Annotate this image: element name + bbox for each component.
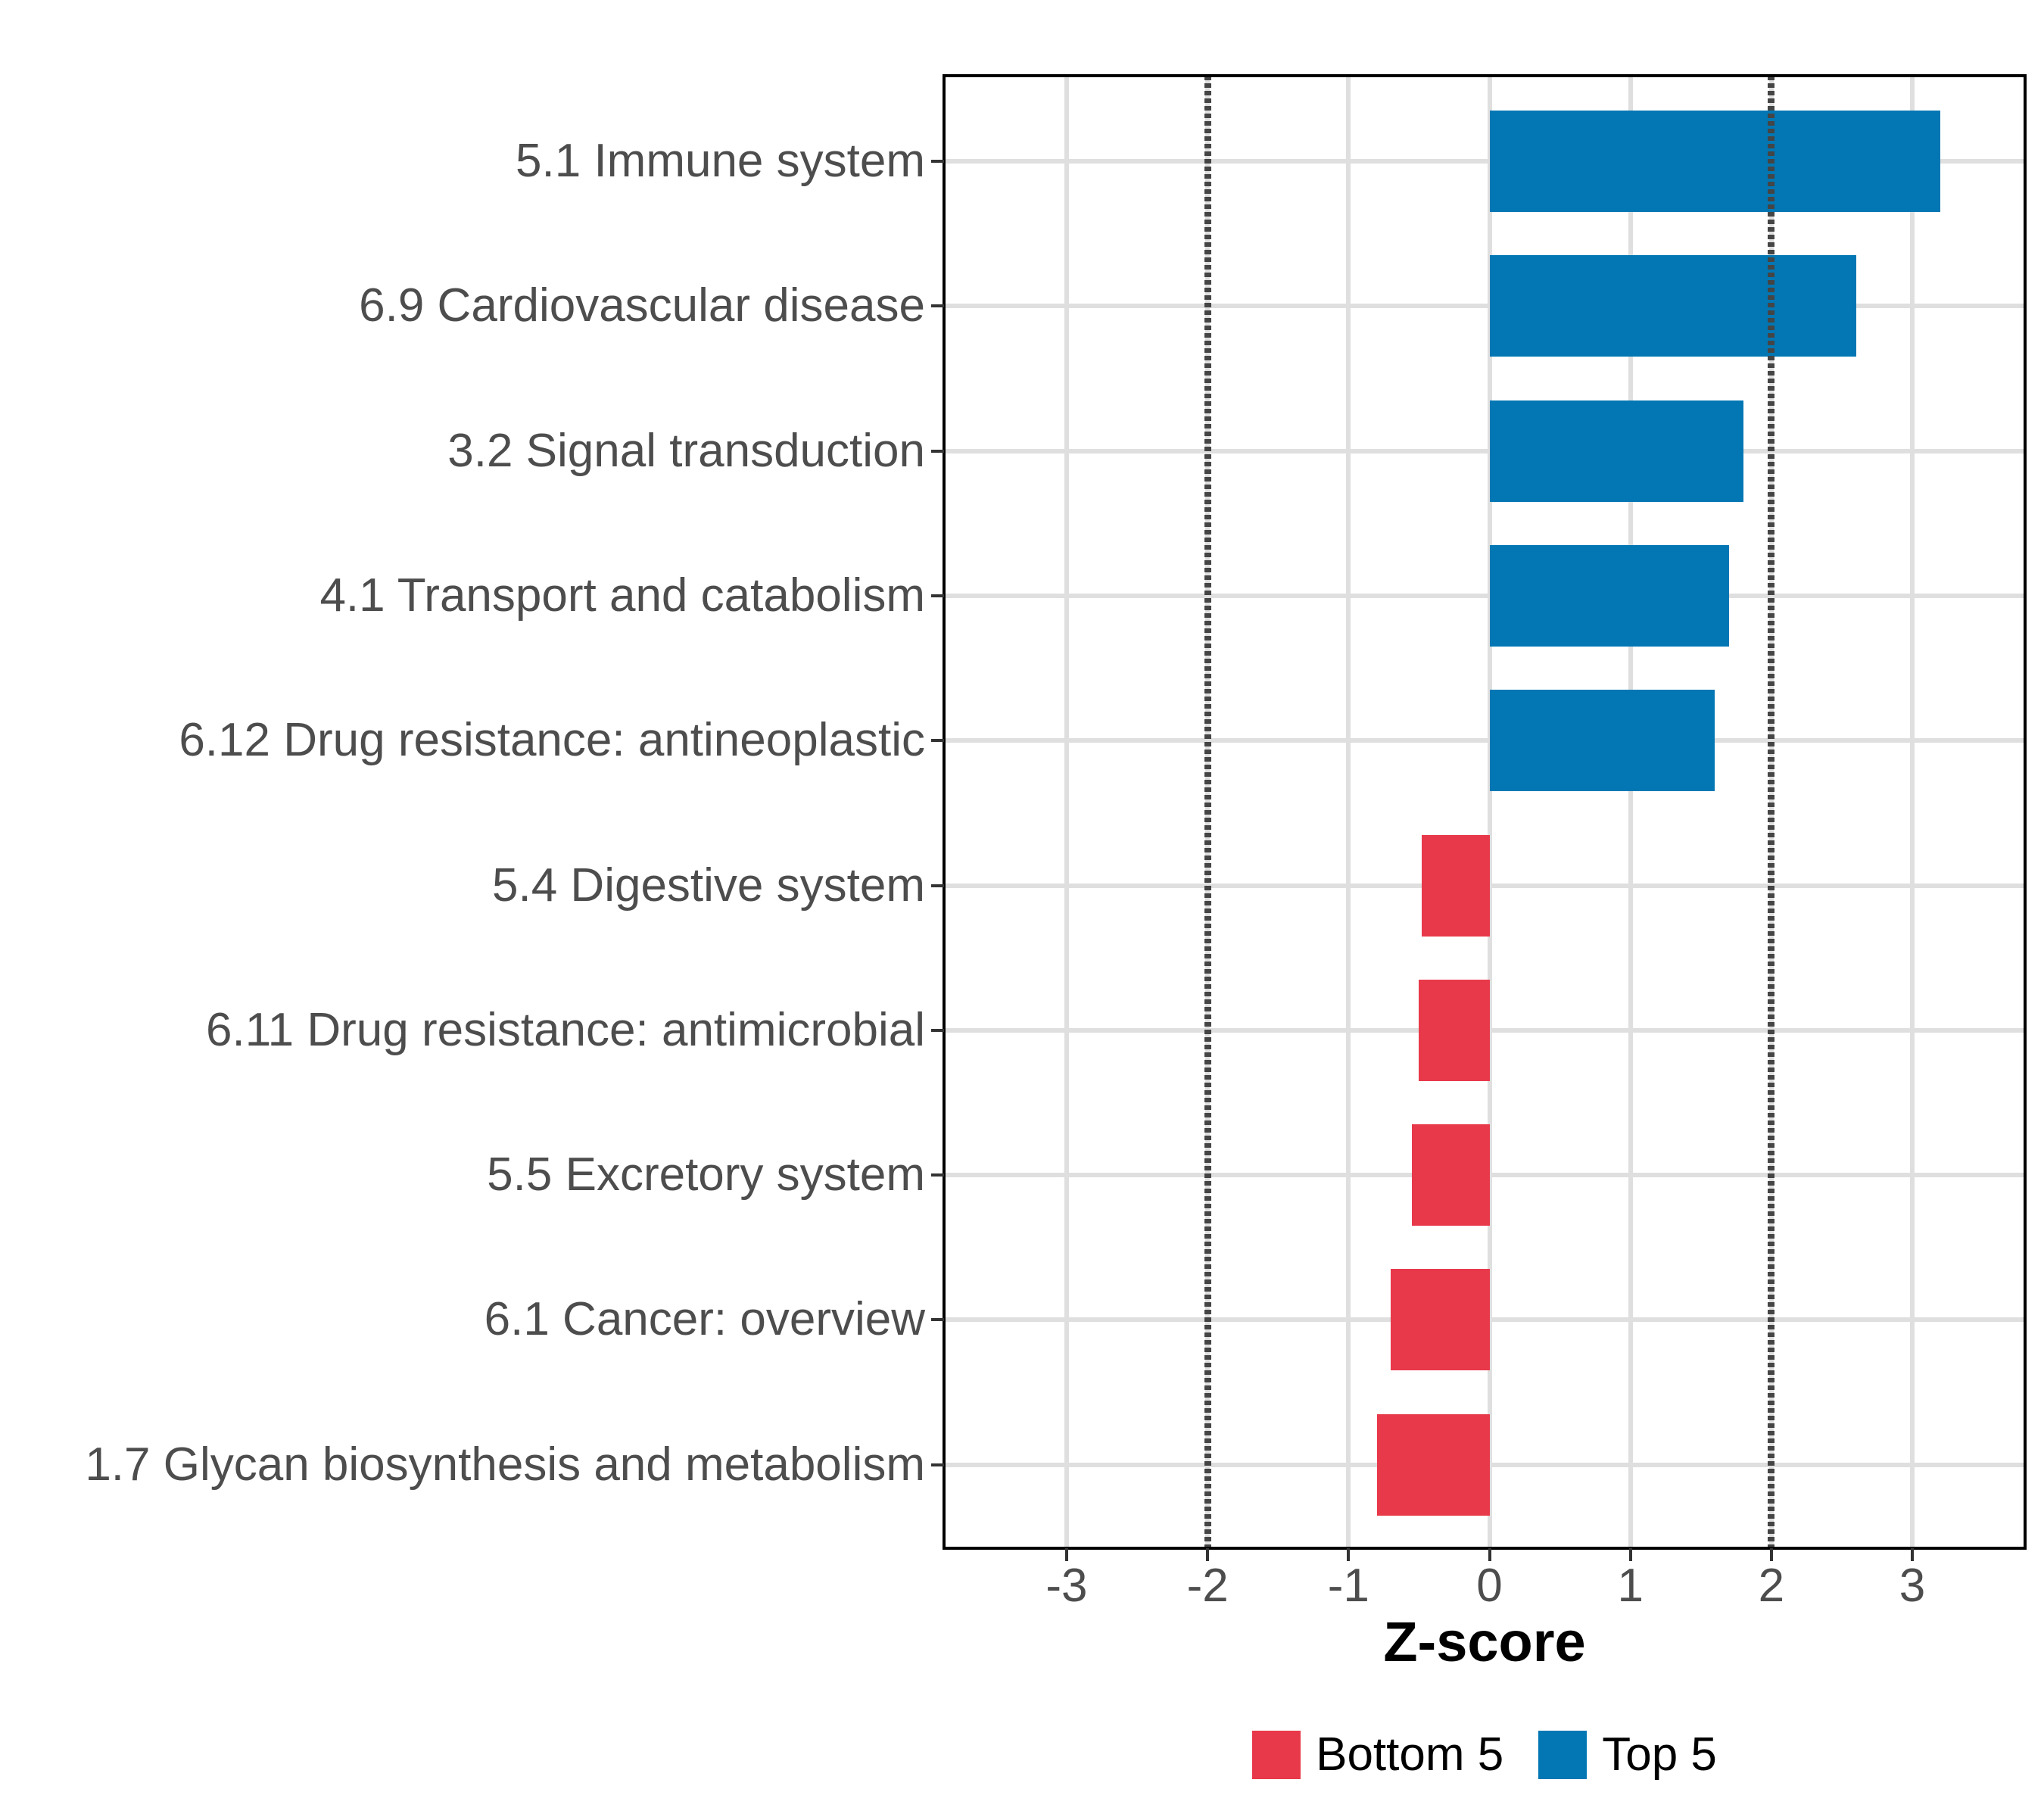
gridline-y-row1 [944, 159, 2025, 164]
bar [1489, 111, 1941, 212]
bar [1419, 979, 1490, 1081]
gridline-y-row5 [944, 738, 2025, 743]
gridline-x--1 [1346, 76, 1351, 1548]
bar [1422, 834, 1490, 937]
bar [1489, 400, 1743, 502]
x-tick-label-1: 1 [1617, 1560, 1644, 1612]
y-tick-mark-row8 [931, 1173, 944, 1177]
x-tick-label-0: 0 [1476, 1560, 1503, 1612]
category-label: 5.5 Excretory system [487, 1148, 925, 1201]
gridline-x--3 [1064, 76, 1069, 1548]
y-tick-mark-row7 [931, 1028, 944, 1032]
x-tick-mark--2 [1206, 1548, 1210, 1561]
gridline-y-row3 [944, 448, 2025, 453]
bar [1412, 1124, 1490, 1226]
x-tick-mark--3 [1064, 1548, 1068, 1561]
reference-line-2 [1768, 76, 1775, 1548]
category-label: 1.7 Glycan biosynthesis and metabolism [85, 1438, 925, 1491]
x-axis-title: Z-score [1383, 1610, 1586, 1673]
y-tick-mark-row9 [931, 1318, 944, 1322]
bar [1489, 255, 1856, 357]
category-label: 3.2 Signal transduction [447, 424, 925, 477]
reference-line--2 [1204, 76, 1211, 1548]
category-label: 6.11 Drug resistance: antimicrobial [206, 1003, 925, 1056]
x-tick-label-2: 2 [1758, 1560, 1785, 1612]
category-label: 6.12 Drug resistance: antineoplastic [179, 714, 925, 767]
gridline-y-row2 [944, 304, 2025, 309]
y-tick-mark-row5 [931, 739, 944, 743]
legend-label-top5: Top 5 [1602, 1728, 1717, 1781]
y-tick-mark-row6 [931, 884, 944, 887]
gridline-y-row4 [944, 593, 2025, 598]
gridline-x-1 [1628, 76, 1633, 1548]
y-tick-mark-row3 [931, 449, 944, 453]
bar [1489, 544, 1730, 647]
y-tick-mark-row2 [931, 304, 944, 308]
x-tick-mark--1 [1347, 1548, 1351, 1561]
category-label: 4.1 Transport and catabolism [319, 569, 925, 622]
x-tick-label--3: -3 [1045, 1560, 1088, 1612]
legend-item-top5: Top 5 [1538, 1728, 1717, 1782]
x-tick-label--2: -2 [1186, 1560, 1229, 1612]
legend-label-bottom5: Bottom 5 [1316, 1728, 1504, 1781]
x-tick-mark-1 [1628, 1548, 1632, 1561]
category-label: 6.1 Cancer: overview [484, 1293, 925, 1346]
x-tick-label-3: 3 [1899, 1560, 1926, 1612]
bar [1391, 1269, 1490, 1371]
category-label: 5.4 Digestive system [492, 859, 925, 912]
y-tick-mark-row1 [931, 160, 944, 163]
x-tick-mark-2 [1769, 1548, 1773, 1561]
gridline-x-0 [1487, 76, 1492, 1548]
x-tick-mark-3 [1911, 1548, 1915, 1561]
y-tick-mark-row10 [931, 1463, 944, 1466]
legend: Bottom 5 Top 5 [944, 1728, 2025, 1782]
gridline-x-3 [1910, 76, 1915, 1548]
bar [1489, 690, 1715, 792]
legend-swatch-top5 [1538, 1731, 1588, 1779]
category-label: 6.9 Cardiovascular disease [359, 279, 925, 332]
bar [1376, 1413, 1490, 1516]
legend-item-bottom5: Bottom 5 [1252, 1728, 1503, 1782]
legend-swatch-bottom5 [1252, 1731, 1301, 1779]
y-tick-mark-row4 [931, 594, 944, 597]
x-tick-mark-0 [1488, 1548, 1491, 1561]
category-label: 5.1 Immune system [516, 135, 925, 187]
x-tick-label--1: -1 [1327, 1560, 1369, 1612]
